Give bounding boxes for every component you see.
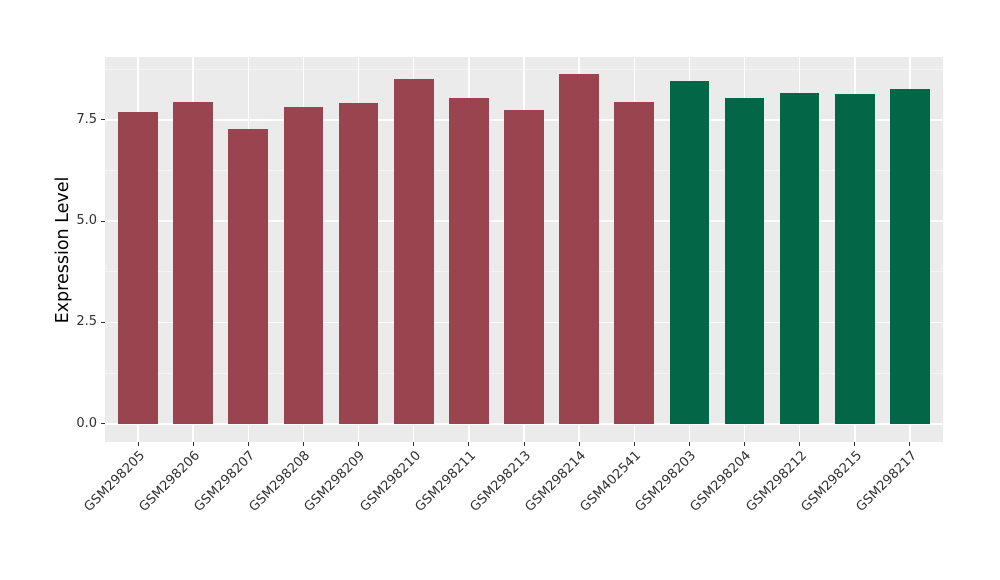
x-tick-mark (358, 442, 360, 446)
bar (669, 80, 710, 424)
x-tick-mark (854, 442, 856, 446)
y-tick-label: 2.5 (76, 314, 97, 330)
x-tick-mark (468, 442, 470, 446)
x-tick-mark (578, 442, 580, 446)
y-tick-mark (101, 321, 105, 323)
y-tick-label: 7.5 (76, 111, 97, 127)
x-tick-mark (302, 442, 304, 446)
x-tick-mark (413, 442, 415, 446)
x-tick-mark (688, 442, 690, 446)
x-tick-mark (192, 442, 194, 446)
bar (724, 97, 765, 424)
bar (890, 89, 930, 424)
bar (393, 78, 434, 424)
y-tick-label: 0.0 (76, 415, 97, 431)
bar (283, 107, 324, 424)
bar (173, 102, 214, 424)
bar (614, 101, 655, 424)
x-tick-mark (909, 442, 911, 446)
y-tick-mark (101, 119, 105, 121)
x-tick-mark (744, 442, 746, 446)
bar (338, 102, 379, 424)
x-tick-mark (137, 442, 139, 446)
x-tick-mark (633, 442, 635, 446)
bar (449, 97, 489, 424)
bar (779, 92, 820, 424)
bar (118, 111, 158, 424)
bar (834, 94, 875, 424)
bar (559, 74, 599, 424)
bar (504, 110, 544, 424)
bar (228, 129, 269, 424)
y-tick-mark (101, 423, 105, 425)
x-tick-mark (523, 442, 525, 446)
y-axis-title: Expression Level (53, 176, 73, 324)
x-tick-mark (247, 442, 249, 446)
x-tick-mark (799, 442, 801, 446)
y-tick-mark (101, 220, 105, 222)
y-tick-label: 5.0 (76, 213, 97, 229)
